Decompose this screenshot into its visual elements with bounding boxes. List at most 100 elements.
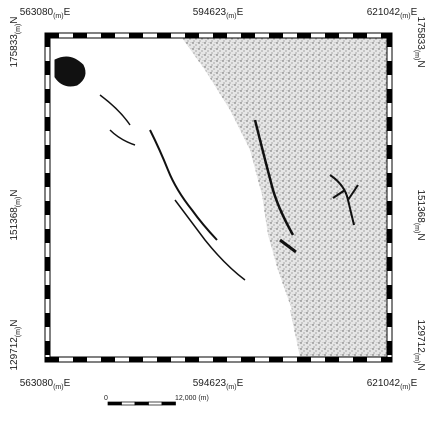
border-tick	[297, 357, 311, 362]
coordinate-value: 151368	[415, 189, 426, 223]
border-tick	[213, 33, 227, 38]
dark-blob	[54, 56, 86, 87]
coordinate-unit: (m)	[413, 50, 420, 61]
border-tick	[387, 201, 392, 215]
coordinate-value: 151368	[9, 207, 20, 241]
scale-segment	[134, 401, 149, 406]
border-tick	[387, 117, 392, 131]
map-border	[44, 32, 393, 363]
border-tick	[129, 33, 143, 38]
border-tick	[45, 313, 50, 327]
coordinate-label: 563080(m)E	[20, 7, 71, 20]
border-tick	[353, 357, 367, 362]
border-tick	[269, 357, 283, 362]
border-tick	[45, 61, 50, 75]
coordinate-value: 563080	[20, 7, 54, 18]
coordinate-unit: (m)	[15, 197, 22, 208]
border-tick	[45, 33, 50, 47]
coordinate-direction: E	[411, 378, 418, 389]
border-tick	[157, 33, 171, 38]
coordinate-label: 594623(m)E	[193, 378, 244, 391]
border-tick	[241, 357, 255, 362]
border-tick	[387, 313, 392, 327]
coordinate-unit: (m)	[226, 13, 237, 20]
border-tick	[387, 145, 392, 159]
coordinate-value: 129712	[9, 337, 20, 371]
coordinate-unit: (m)	[400, 13, 411, 20]
border-tick	[387, 173, 392, 187]
border-tick	[387, 257, 392, 271]
coordinate-label: 594623(m)E	[193, 7, 244, 20]
scale-segment	[107, 401, 122, 406]
border-tick	[45, 285, 50, 299]
coordinate-value: 563080	[20, 378, 54, 389]
border-tick	[45, 145, 50, 159]
coordinate-direction: E	[237, 7, 244, 18]
border-tick	[387, 61, 392, 75]
border-tick	[45, 257, 50, 271]
border-tick	[45, 33, 59, 38]
border-tick	[381, 33, 392, 38]
border-tick	[241, 33, 255, 38]
border-tick	[101, 33, 115, 38]
border-tick	[269, 33, 283, 38]
border-tick	[213, 357, 227, 362]
coordinate-label: 621042(m)E	[367, 7, 418, 20]
channel	[149, 129, 218, 241]
coordinate-direction: N	[415, 60, 426, 67]
border-tick	[73, 357, 87, 362]
coordinate-unit: (m)	[400, 384, 411, 391]
coordinate-label: 621042(m)E	[367, 378, 418, 391]
coordinate-label: 563080(m)E	[20, 378, 71, 391]
coordinate-unit: (m)	[53, 384, 64, 391]
dark-streak	[99, 94, 246, 281]
border-tick	[325, 33, 339, 38]
border-tick	[387, 33, 392, 47]
speckled-region	[182, 38, 387, 357]
coordinate-value: 594623	[193, 378, 227, 389]
border-tick	[387, 89, 392, 103]
coordinate-value: 594623	[193, 7, 227, 18]
coordinate-value: 175833	[9, 34, 20, 68]
border-tick	[45, 89, 50, 103]
coordinate-unit: (m)	[53, 13, 64, 20]
scale-bar: 0 12,000 (m)	[104, 395, 209, 406]
point-feature	[279, 238, 297, 254]
coordinate-value: 175833	[415, 16, 426, 50]
coordinate-unit: (m)	[15, 327, 22, 338]
coordinate-label: 151368(m)N	[413, 189, 426, 240]
border-tick	[325, 357, 339, 362]
border-tick	[45, 341, 50, 355]
border-tick	[381, 357, 392, 362]
border-tick	[387, 229, 392, 243]
speckled-region-lower	[290, 300, 387, 357]
border-tick	[185, 33, 199, 38]
coordinate-value: 129712	[415, 319, 426, 353]
dark-features	[54, 56, 359, 281]
scale-segment	[148, 401, 163, 406]
coordinate-value: 621042	[367, 378, 401, 389]
coordinate-labels: 563080(m)E563080(m)E594623(m)E594623(m)E…	[9, 7, 426, 391]
coordinate-label: 175833(m)N	[9, 16, 22, 67]
coordinate-direction: N	[9, 16, 20, 23]
coordinate-direction: E	[411, 7, 418, 18]
scale-segment	[121, 401, 136, 406]
coordinate-direction: E	[64, 7, 71, 18]
coordinate-label: 129712(m)N	[413, 319, 426, 370]
coordinate-label: 151368(m)N	[9, 189, 22, 240]
coordinate-unit: (m)	[413, 353, 420, 364]
coordinate-unit: (m)	[413, 223, 420, 234]
coordinate-direction: E	[237, 378, 244, 389]
coordinate-label: 129712(m)N	[9, 319, 22, 370]
border-tick	[353, 33, 367, 38]
river	[329, 174, 359, 226]
border-tick	[45, 117, 50, 131]
border-tick	[45, 201, 50, 215]
coordinate-direction: N	[415, 363, 426, 370]
coordinate-direction: N	[415, 233, 426, 240]
coordinate-value: 621042	[367, 7, 401, 18]
border-tick	[45, 357, 59, 362]
border-tick	[73, 33, 87, 38]
border-tick	[297, 33, 311, 38]
